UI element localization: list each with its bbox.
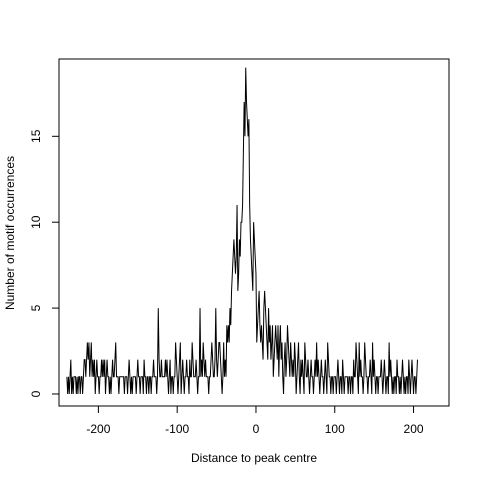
x-tick-label: 100 bbox=[325, 422, 345, 436]
x-tick-label: 200 bbox=[404, 422, 424, 436]
x-tick-label: 0 bbox=[253, 422, 260, 436]
y-tick-label: 0 bbox=[29, 390, 43, 397]
x-axis-label: Distance to peak centre bbox=[191, 451, 317, 465]
x-tick-label: -100 bbox=[165, 422, 189, 436]
y-tick-label: 10 bbox=[29, 215, 43, 229]
x-axis: -200 -100 0 100 200 bbox=[86, 405, 424, 436]
y-axis: 0 5 10 15 bbox=[29, 129, 60, 397]
y-tick-label: 5 bbox=[29, 304, 43, 311]
y-tick-label: 15 bbox=[29, 129, 43, 143]
x-tick-label: -200 bbox=[86, 422, 110, 436]
y-axis-label: Number of motif occurrences bbox=[3, 156, 17, 310]
series-line-motif-occurrences bbox=[66, 67, 418, 395]
